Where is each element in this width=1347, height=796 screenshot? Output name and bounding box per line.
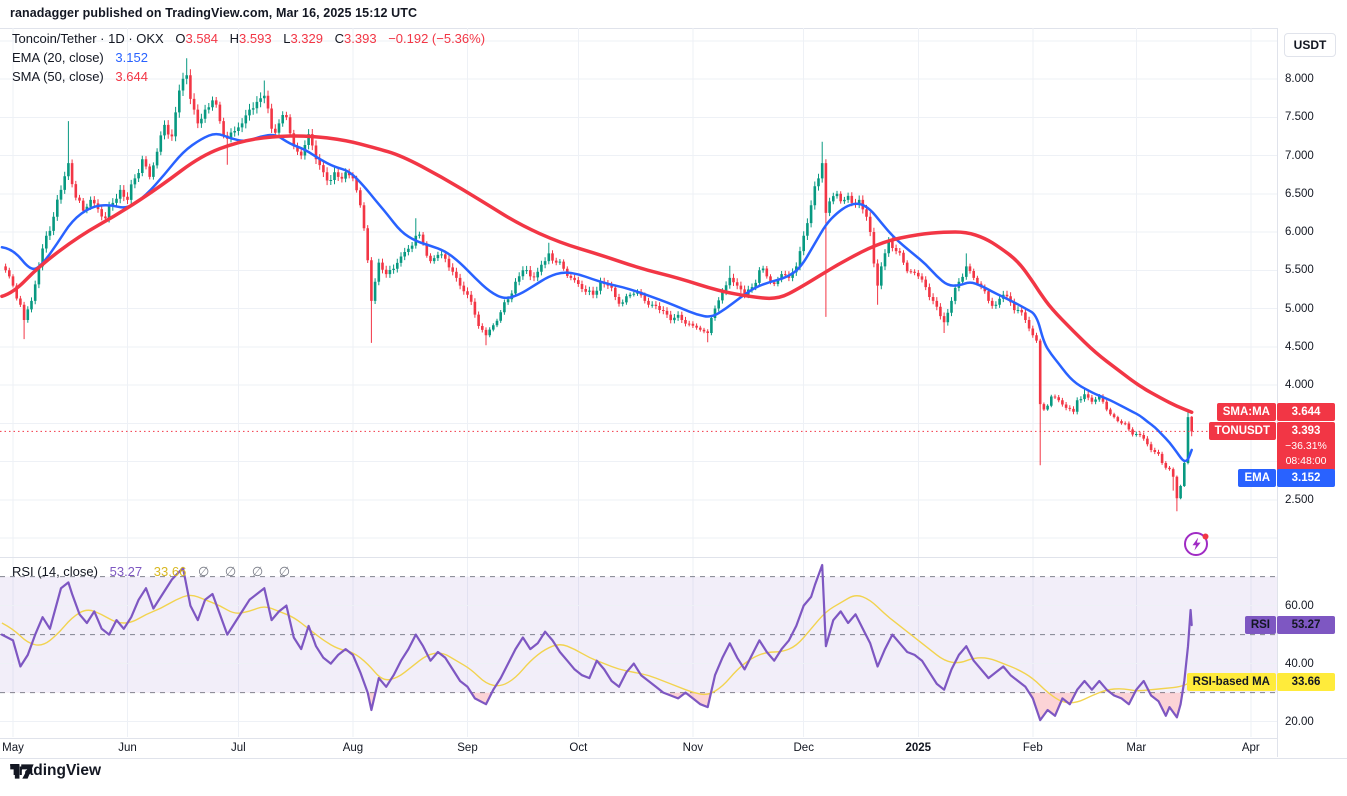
ohlc-open-value: 3.584 [185,31,219,46]
last-price-axis-badge: TONUSDT 3.393 −36.31% 08:48:00 [1208,422,1335,472]
time-tick-label: Jul [231,742,246,754]
candle-wicks-up [27,58,1189,500]
sma-legend-row[interactable]: SMA (50, close) 3.644 [12,69,148,84]
rsi-ma-indicator-value: 33.66 [153,564,187,579]
axis-tick-label: 6.500 [1285,187,1314,200]
rsi-badge-name: RSI [1244,616,1276,635]
time-tick-label: Apr [1241,742,1260,754]
symbol-badge-name: TONUSDT [1208,422,1276,441]
axis-tick-label: 8.000 [1285,73,1314,85]
ema-indicator-value: 3.152 [115,50,148,65]
header-divider [0,28,1347,29]
time-tick-label: Sep [457,742,478,754]
time-tick-label: Nov [682,742,704,754]
time-tick-label: Dec [793,742,814,754]
change-percent-value: −36.31% [1285,440,1327,453]
axis-tick-label: 5.500 [1285,264,1314,277]
ohlc-high-label: H [229,31,240,46]
ema-legend-row[interactable]: EMA (20, close) 3.152 [12,50,148,65]
ohlc-low-value: 3.329 [290,31,323,46]
axis-tick-label: 2.500 [1285,493,1314,506]
time-tick-label: May [2,742,24,754]
bar-countdown: 08:48:00 [1285,455,1327,468]
currency-toggle-button[interactable]: USDT [1284,33,1336,57]
rsi-ma-badge-name: RSI-based MA [1186,672,1276,691]
tradingview-wordmark: TradingView [10,762,102,779]
ema-indicator-label[interactable]: EMA (20, close) [12,50,104,65]
sma-badge-name: SMA:MA [1216,403,1276,422]
rsi-ma-badge-value: 33.66 [1277,672,1335,691]
ohlc-close-label: C [334,31,345,46]
time-tick-label: Feb [1022,742,1043,754]
rsi-pane-canvas[interactable] [0,558,1277,737]
axis-tick-label: 7.000 [1285,149,1314,162]
ema-badge-name: EMA [1238,469,1276,488]
symbol-title[interactable]: Toncoin/Tether · 1D · OKX [12,31,164,46]
symbol-legend-row[interactable]: Toncoin/Tether · 1D · OKX O3.584 H3.593 … [12,31,485,46]
axis-tick-label: 20.00 [1285,715,1314,728]
rsi-indicator-value: 53.27 [109,564,143,579]
axis-tick-label: 4.500 [1285,340,1314,353]
flash-idea-icon[interactable] [1181,528,1213,560]
candle-bodies-down [4,75,1193,499]
price-scale[interactable]: USDT 8.000 7.500 7.000 6.500 6.000 5.500 5.000… [1277,28,1347,757]
ema-axis-badge: EMA 3.152 [1238,469,1335,488]
axis-tick-label: 4.000 [1285,379,1314,391]
ohlc-close-value: 3.393 [344,31,377,46]
ohlc-open-label: O [175,31,186,46]
ohlc-low-label: L [283,31,291,46]
candle-wicks-down [5,69,1193,512]
rsi-ma-axis-badge: RSI-based MA 33.66 [1186,672,1335,691]
sma-indicator-label[interactable]: SMA (50, close) [12,69,104,84]
time-scale[interactable]: May Jun Jul Aug Sep Oct Nov Dec 2025 Feb Mar Apr [0,738,1347,759]
rsi-line [0,563,1193,722]
sma50-line [0,134,1194,414]
tradingview-logo-icon [10,763,34,779]
pane-divider[interactable] [0,557,1347,558]
time-tick-label: Oct [569,742,588,754]
ema-badge-value: 3.152 [1277,469,1335,488]
time-tick-label: Aug [342,742,364,754]
last-price-value: 3.393 [1291,425,1321,438]
axis-tick-label: 60.00 [1285,599,1314,612]
ohlc-high-value: 3.593 [239,31,272,46]
axis-tick-label: 40.00 [1285,657,1314,670]
axis-tick-label: 6.000 [1285,226,1314,238]
sma-axis-badge: SMA:MA 3.644 [1216,403,1335,422]
axis-tick-label: 5.000 [1285,302,1314,315]
ema20-line [0,132,1193,463]
ohlc-change-value: −0.192 (−5.36%) [388,31,486,46]
time-tick-label: 2025 [905,742,932,754]
price-pane-canvas[interactable] [0,28,1277,557]
rsi-empty-plots: ∅ ∅ ∅ ∅ [197,564,297,579]
rsi-indicator-label[interactable]: RSI (14, close) [12,564,98,579]
time-tick-label: Jun [118,742,137,754]
notification-dot-icon [1202,533,1209,540]
axis-tick-label: 7.500 [1285,111,1314,124]
rsi-badge-value: 53.27 [1277,616,1335,635]
time-tick-label: Mar [1126,742,1147,754]
rsi-legend-row[interactable]: RSI (14, close) 53.27 33.66 ∅ ∅ ∅ ∅ [12,564,296,580]
rsi-oversold-fill [1,692,1192,721]
sma-badge-value: 3.644 [1277,403,1335,422]
publish-header: ranadagger published on TradingView.com,… [10,6,418,20]
rsi-axis-badge: RSI 53.27 [1244,616,1335,635]
sma-indicator-value: 3.644 [115,69,148,84]
footer-brand[interactable]: TradingView [10,762,101,780]
